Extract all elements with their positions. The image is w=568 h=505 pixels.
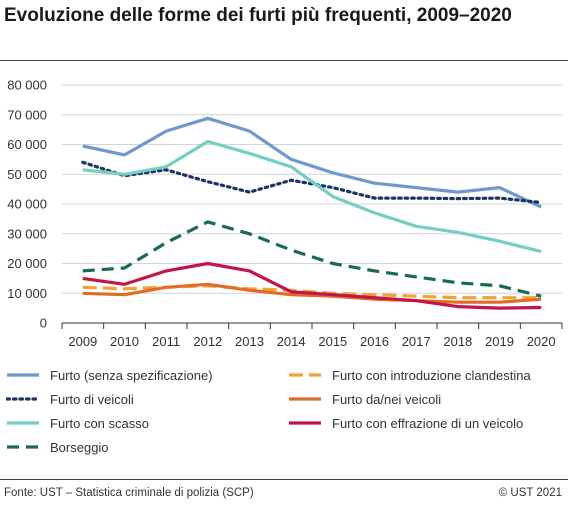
series-line	[82, 139, 542, 254]
x-tick-label: 2009	[68, 334, 97, 349]
series-line	[82, 261, 542, 310]
x-tick-label: 2017	[402, 334, 431, 349]
y-tick-label: 50 000	[7, 167, 47, 182]
legend-item: Borseggio	[6, 436, 109, 458]
y-tick-label: 40 000	[7, 197, 47, 212]
legend-label: Furto con introduzione clandestina	[332, 367, 531, 383]
x-tick-label: 2018	[443, 334, 472, 349]
legend-label: Furto con effrazione di un veicolo	[332, 415, 524, 431]
y-tick-label: 30 000	[7, 226, 47, 241]
legend-label: Furto da/nei veicoli	[332, 391, 442, 407]
legend-item: Furto con introduzione clandestina	[288, 364, 531, 386]
legend-swatch	[7, 445, 39, 449]
legend-item: Furto con effrazione di un veicolo	[288, 412, 523, 434]
legend-item: Furto da/nei veicoli	[288, 388, 441, 410]
legend-swatch	[289, 373, 321, 377]
title-divider	[0, 60, 568, 61]
x-tick-label: 2019	[485, 334, 514, 349]
legend-swatch	[289, 397, 321, 401]
legend: Furto (senza spezificazione) Furto con in…	[0, 360, 568, 470]
footer-divider	[0, 479, 568, 480]
series-line	[82, 116, 542, 209]
x-tick-label: 2014	[277, 334, 306, 349]
line-chart: 0 10 000 20 000 30 000 40 000 50 000 60 000 70 …	[7, 78, 563, 349]
y-tick-label: 10 000	[7, 286, 47, 301]
chart-title: Evoluzione delle forme dei furti più fre…	[4, 5, 512, 26]
x-tick-label: 2011	[152, 334, 180, 349]
y-tick-label: 60 000	[7, 137, 47, 152]
source-note: Fonte: UST – Statistica criminale di pol…	[4, 487, 254, 499]
series-line	[82, 220, 542, 298]
legend-item: Furto (senza spezificazione)	[6, 364, 213, 386]
x-tick-label: 2016	[360, 334, 389, 349]
legend-swatch	[7, 373, 39, 377]
legend-label: Borseggio	[50, 439, 109, 455]
y-tick-label: 20 000	[7, 256, 47, 271]
legend-swatch	[7, 421, 39, 425]
legend-label: Furto (senza spezificazione)	[50, 367, 213, 383]
x-tick-label: 2010	[110, 334, 139, 349]
y-tick-label: 0	[40, 316, 47, 331]
y-tick-label: 80 000	[7, 78, 47, 93]
copyright-note: © UST 2021	[498, 487, 562, 499]
x-tick-label: 2015	[318, 334, 347, 349]
legend-item: Furto con scasso	[6, 412, 149, 434]
series-line	[81, 160, 543, 205]
legend-swatch	[289, 421, 321, 425]
legend-label: Furto di veicoli	[50, 391, 134, 407]
x-tick-label: 2013	[235, 334, 264, 349]
series-line	[82, 282, 542, 304]
legend-label: Furto con scasso	[50, 415, 149, 431]
y-tick-label: 70 000	[7, 107, 47, 122]
x-tick-label: 2020	[527, 334, 556, 349]
legend-swatch	[6, 397, 40, 401]
x-tick-label: 2012	[193, 334, 222, 349]
legend-item: Furto di veicoli	[6, 388, 134, 410]
